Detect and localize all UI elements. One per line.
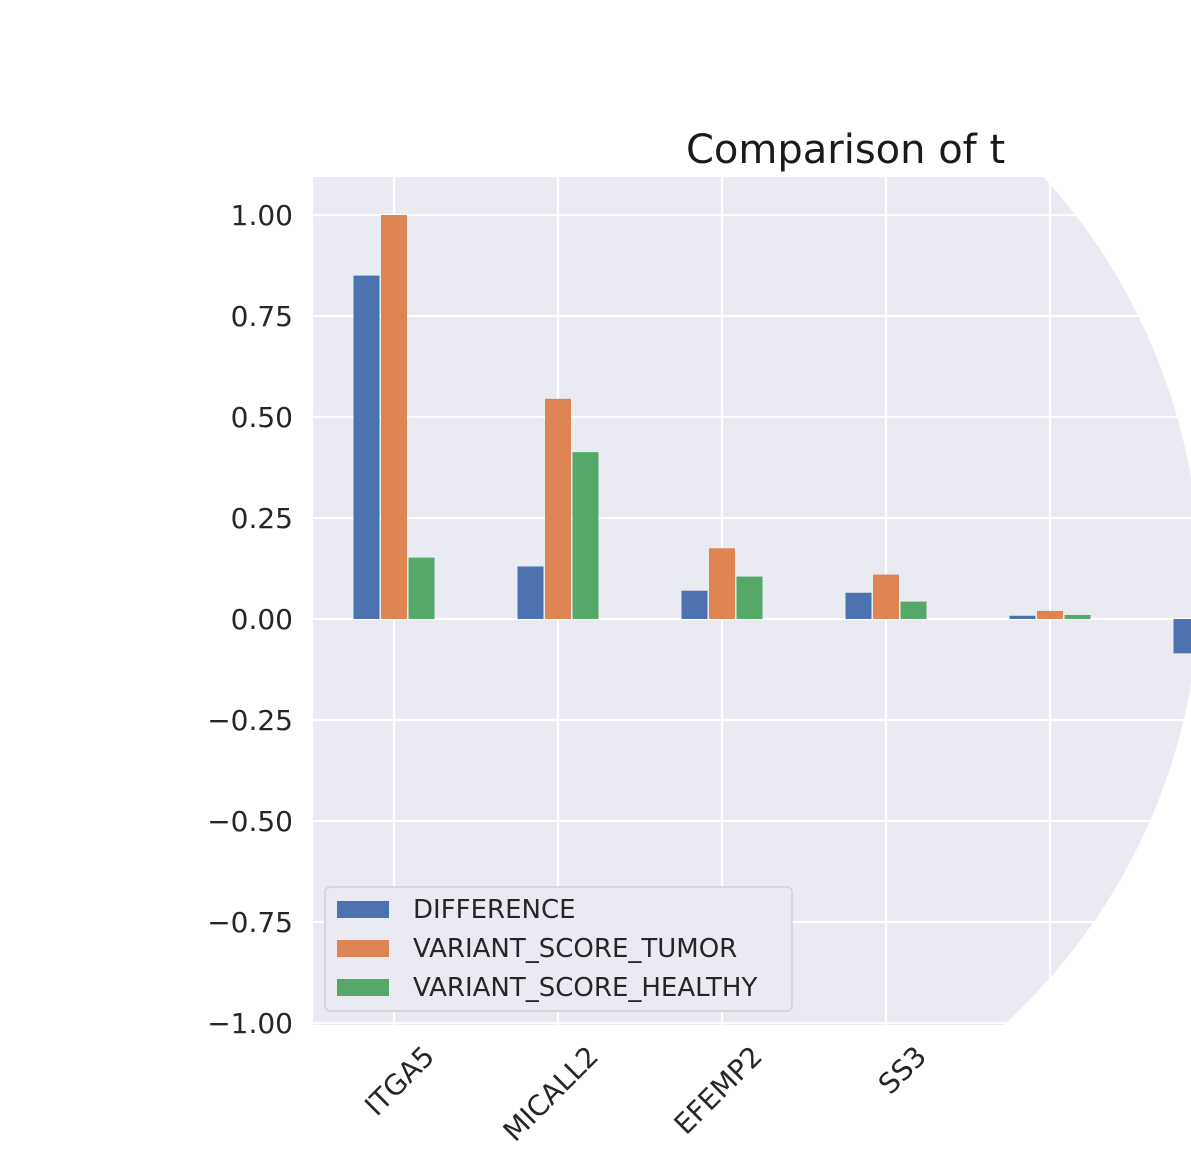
- legend-label: VARIANT_SCORE_HEALTHY: [413, 973, 757, 1003]
- bar: [1010, 616, 1036, 619]
- x-tick-label: EFEMP2: [668, 1040, 769, 1141]
- bar: [1065, 615, 1091, 619]
- bar: [573, 452, 599, 619]
- bar: [737, 577, 763, 619]
- bar: [682, 591, 708, 619]
- bar: [846, 593, 872, 619]
- chart-title: Comparison of t: [686, 127, 1005, 173]
- y-tick-label: 0.25: [231, 502, 293, 535]
- bar: [1174, 619, 1191, 653]
- legend-swatch: [337, 979, 389, 996]
- bar: [901, 602, 927, 619]
- x-tick-labels: ITGA5 MICALL2 EFEMP2 SS3: [358, 1040, 933, 1148]
- bar: [381, 215, 407, 619]
- y-tick-label: −1.00: [207, 1007, 293, 1040]
- legend-swatch: [337, 940, 389, 957]
- bar: [1037, 611, 1063, 619]
- y-tick-label: −0.50: [207, 805, 293, 838]
- y-tick-label: −0.75: [207, 906, 293, 939]
- x-tick-label: ITGA5: [358, 1040, 441, 1123]
- y-tick-label: 1.00: [231, 199, 293, 232]
- legend: DIFFERENCE VARIANT_SCORE_TUMOR VARIANT_SCO…: [325, 887, 792, 1011]
- legend-label: DIFFERENCE: [413, 895, 576, 925]
- y-tick-labels: 1.00 0.75 0.50 0.25 0.00 −0.25 −0.50 −0.75 −1.00: [207, 199, 293, 1040]
- bar: [354, 276, 380, 619]
- y-tick-label: 0.50: [231, 401, 293, 434]
- bar: [709, 548, 735, 619]
- x-tick-label: MICALL2: [497, 1040, 605, 1148]
- legend-swatch: [337, 901, 389, 918]
- bar: [409, 558, 435, 619]
- y-tick-label: 0.75: [231, 300, 293, 333]
- bar: [545, 399, 571, 619]
- y-tick-label: 0.00: [231, 603, 293, 636]
- y-tick-label: −0.25: [207, 704, 293, 737]
- bar: [518, 566, 544, 619]
- x-tick-label: SS3: [872, 1040, 933, 1101]
- bar: [873, 575, 899, 619]
- legend-label: VARIANT_SCORE_TUMOR: [413, 934, 737, 964]
